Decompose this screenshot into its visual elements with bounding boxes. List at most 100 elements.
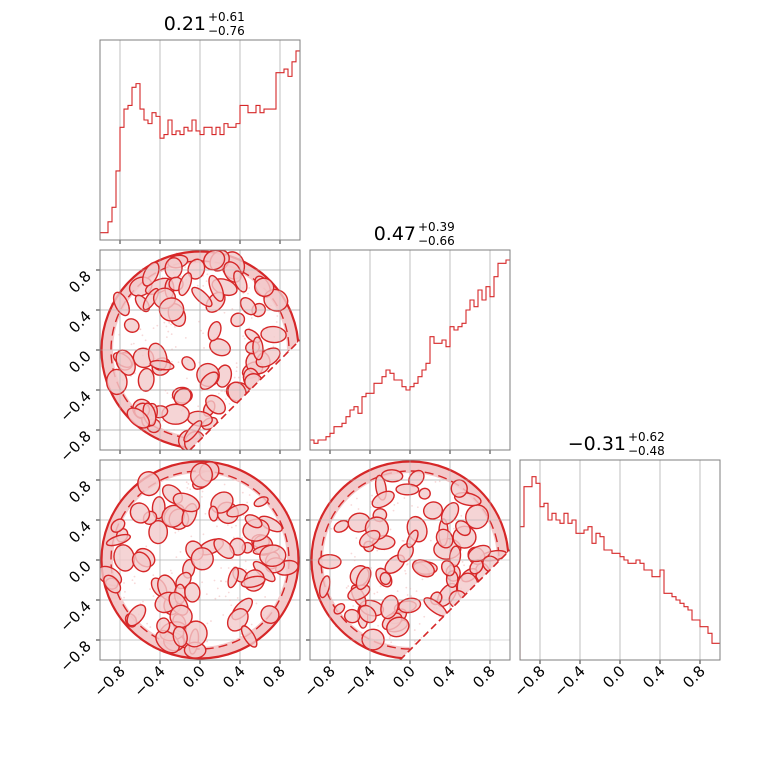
x-tick-label: 0.8 [679, 662, 709, 692]
sample-point [406, 594, 409, 596]
x-tick-label: 0.8 [469, 662, 499, 692]
y-tick-label: 0.4 [65, 517, 95, 547]
sample-point [393, 504, 396, 506]
sample-point [139, 602, 142, 605]
sample-point [423, 615, 426, 618]
sample-point [228, 402, 231, 405]
sample-point [416, 506, 419, 509]
sample-point [461, 560, 464, 563]
sample-point [226, 524, 229, 526]
histogram-step-line [100, 50, 300, 240]
sample-point [177, 361, 180, 364]
sample-point [453, 527, 455, 530]
sample-point [242, 335, 245, 338]
density-contour [207, 320, 222, 342]
panel-plot-area [520, 460, 720, 660]
sample-point [414, 640, 416, 643]
sample-point [227, 567, 230, 569]
joint-panel-0-1 [96, 249, 301, 454]
sample-point [224, 595, 227, 598]
sample-point [132, 342, 135, 345]
sample-point [352, 605, 355, 607]
density-contour [184, 582, 201, 603]
density-contour [208, 505, 219, 522]
sample-point [204, 512, 207, 515]
density-contour [190, 462, 213, 488]
density-contour [148, 519, 169, 545]
sample-point [180, 275, 182, 278]
sample-point [152, 574, 155, 577]
sample-point [411, 504, 413, 507]
x-tick-label: −0.4 [130, 662, 168, 700]
sample-point [205, 280, 208, 283]
sample-point [231, 558, 234, 561]
sample-point [272, 345, 275, 348]
sample-point [190, 535, 193, 538]
sample-point [438, 480, 441, 483]
sample-point [404, 572, 407, 575]
density-contour [358, 604, 377, 624]
density-contour [259, 544, 287, 567]
sample-point [463, 564, 465, 567]
density-contour [213, 537, 235, 560]
sample-point [184, 336, 187, 339]
sample-point [429, 539, 432, 542]
density-contour [227, 566, 240, 589]
sample-point [123, 596, 125, 599]
sample-point [152, 327, 155, 330]
density-contour [333, 602, 346, 615]
density-contour [190, 547, 214, 571]
density-contour [158, 297, 185, 322]
sample-point [174, 325, 176, 328]
sample-point [168, 321, 171, 324]
x-tick-label: 0.0 [179, 662, 209, 692]
density-contour [371, 490, 395, 509]
sample-point [175, 556, 178, 559]
sample-point [171, 360, 173, 363]
y-tick-label: 0.8 [65, 267, 95, 297]
x-tick-label: 0.4 [219, 662, 249, 692]
sample-point [242, 292, 245, 295]
sample-point [184, 266, 187, 268]
x-tick-label: 0.4 [429, 662, 459, 692]
panel-plot-area [310, 250, 510, 450]
sample-point [216, 587, 219, 590]
density-contour [209, 338, 231, 357]
title-plus: +0.62 [628, 430, 665, 444]
sample-point [223, 483, 226, 486]
sample-point [201, 581, 204, 584]
density-contour [105, 533, 131, 547]
density-contour [347, 584, 371, 601]
sample-point [241, 491, 244, 494]
sample-point [216, 525, 218, 528]
sample-point [201, 490, 204, 493]
sample-point [388, 637, 391, 640]
sample-point [217, 392, 220, 395]
histogram-panel-2 [519, 459, 721, 664]
sample-point [196, 284, 199, 287]
sample-point [255, 602, 258, 605]
sample-point [222, 614, 225, 616]
density-contour [450, 479, 468, 498]
density-contour [380, 594, 399, 620]
density-contour [418, 487, 431, 500]
sample-point [389, 528, 392, 531]
panel-plot-area [100, 460, 300, 660]
density-contour [208, 274, 225, 302]
sample-point [206, 622, 209, 625]
sample-point [356, 497, 358, 500]
panel-border [309, 249, 511, 451]
sample-point [146, 622, 149, 625]
density-contour [440, 560, 456, 577]
sample-point [203, 347, 205, 349]
sample-point [223, 311, 226, 314]
density-contour [169, 604, 193, 629]
sample-point [247, 292, 249, 295]
sample-point [243, 337, 246, 340]
sample-point [401, 539, 404, 542]
sample-point [206, 640, 209, 643]
sample-point [330, 527, 333, 530]
density-contour [226, 503, 249, 518]
sample-point [406, 562, 409, 565]
